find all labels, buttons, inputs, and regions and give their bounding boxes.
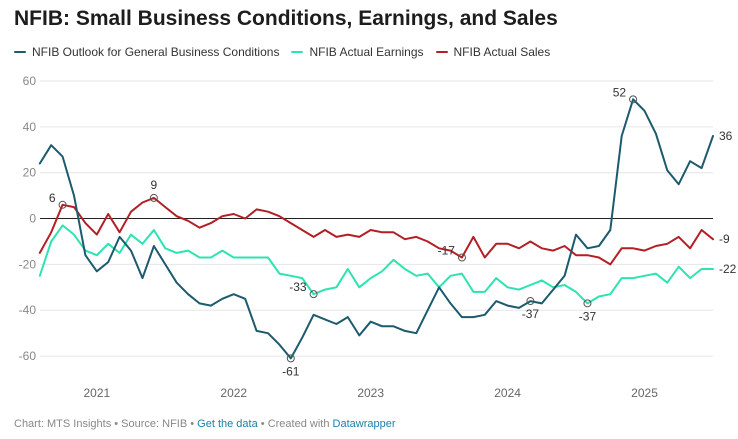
x-tick-label: 2022	[220, 386, 247, 400]
chart-credit: Chart: MTS Insights	[14, 418, 112, 430]
legend-item-earnings[interactable]: NFIB Actual Earnings	[291, 45, 424, 59]
annotation-label: -61	[282, 364, 300, 378]
y-tick-label: -20	[19, 257, 37, 271]
legend-swatch-outlook	[14, 51, 26, 53]
y-tick-label: -40	[19, 303, 37, 317]
x-tick-label: 2025	[631, 386, 658, 400]
footer-separator: •	[111, 418, 122, 430]
annotation-label: -37	[522, 307, 540, 321]
created-with-text: Created with	[267, 418, 330, 430]
series-line-outlook	[38, 98, 714, 360]
annotation-marker	[309, 290, 318, 299]
legend-label-outlook: NFIB Outlook for General Business Condit…	[32, 45, 280, 59]
annotation-marker	[457, 253, 466, 262]
annotation-marker	[286, 354, 295, 363]
source-credit: Source: NFIB	[121, 418, 188, 430]
chart-title: NFIB: Small Business Conditions, Earning…	[14, 7, 558, 30]
y-tick-label: 60	[23, 74, 37, 88]
get-data-link[interactable]: Get the data	[197, 418, 258, 430]
footer-separator: •	[187, 418, 198, 430]
annotation-label: -9	[719, 232, 730, 246]
annotation-label: -37	[579, 309, 597, 323]
line-chart: 60 40 20 0 -20 -40 -60 2021 2022 2023 2024 2025 52 36…	[19, 74, 737, 400]
legend-label-sales: NFIB Actual Sales	[453, 45, 551, 59]
y-tick-label: -60	[19, 349, 37, 363]
datawrapper-link[interactable]: Datawrapper	[332, 418, 396, 430]
x-tick-label: 2021	[83, 386, 110, 400]
annotation-label: -22	[719, 262, 737, 276]
annotation-label: 6	[49, 191, 56, 205]
chart-footer: Chart: MTS Insights • Source: NFIB • Get…	[14, 418, 396, 430]
annotation-marker	[58, 200, 67, 209]
footer-separator: •	[257, 418, 268, 430]
legend-swatch-sales	[435, 51, 448, 53]
x-tick-label: 2023	[357, 386, 384, 400]
series-line-sales	[38, 196, 714, 266]
annotation-label: -17	[438, 244, 456, 258]
legend-swatch-earnings	[291, 51, 304, 53]
legend-item-outlook[interactable]: NFIB Outlook for General Business Condit…	[14, 45, 279, 59]
annotation-marker	[629, 95, 638, 104]
legend-label-earnings: NFIB Actual Earnings	[309, 45, 424, 59]
y-tick-label: 40	[23, 120, 37, 134]
x-tick-label: 2024	[494, 386, 521, 400]
annotation-label: 36	[719, 129, 733, 143]
annotation-marker	[583, 299, 592, 308]
annotation-label: -33	[289, 280, 307, 294]
annotation-marker	[149, 193, 158, 202]
y-tick-label: 20	[23, 166, 37, 180]
chart-legend: NFIB Outlook for General Business Condit…	[14, 45, 550, 59]
annotation-label: 9	[151, 178, 158, 192]
legend-item-sales[interactable]: NFIB Actual Sales	[435, 45, 551, 59]
y-tick-label: 0	[29, 212, 36, 226]
annotation-label: 52	[613, 85, 627, 99]
annotation-marker	[526, 297, 535, 306]
series-line-earnings	[38, 224, 714, 305]
